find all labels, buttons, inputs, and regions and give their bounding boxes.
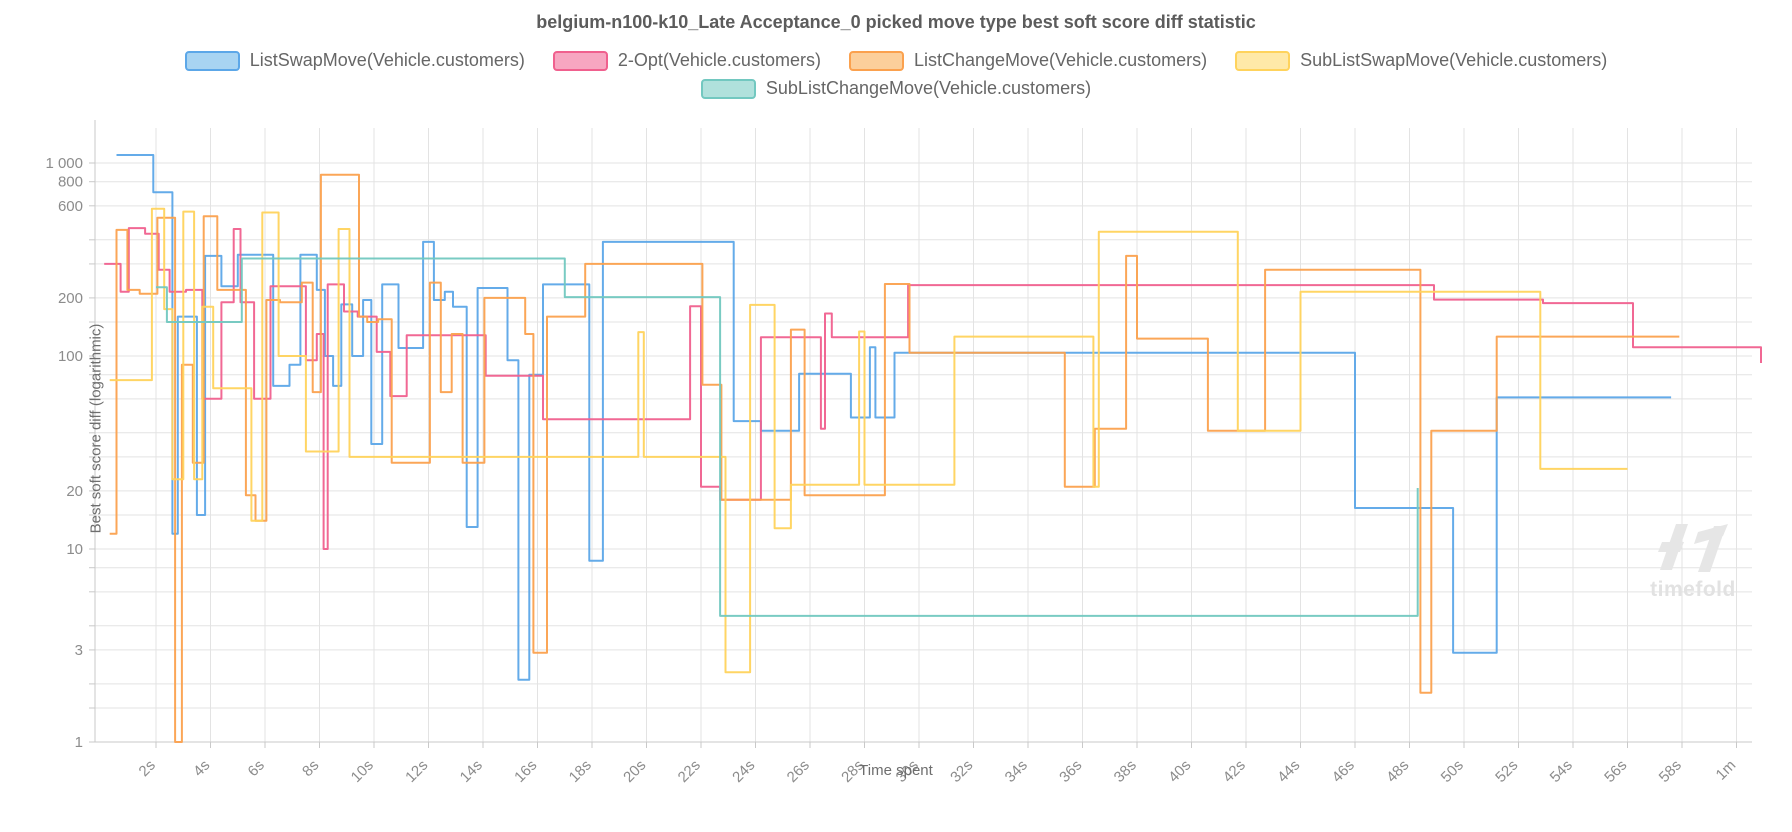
legend-item-listswapmove[interactable]: ListSwapMove(Vehicle.customers)	[184, 50, 525, 71]
y-tick-label: 10	[66, 541, 83, 558]
series-line-sublistchangemove[interactable]	[156, 257, 1419, 617]
series-line-listswapmove[interactable]	[116, 154, 1672, 681]
legend-swatch-icon	[700, 78, 756, 99]
legend-item-label: ListSwapMove(Vehicle.customers)	[249, 50, 525, 70]
legend-item-label: ListChangeMove(Vehicle.customers)	[913, 50, 1208, 70]
series-line-listchangemove[interactable]	[109, 173, 1680, 743]
y-tick-label: 100	[58, 348, 83, 365]
y-tick-label: 600	[58, 198, 83, 215]
legend-swatch-icon	[184, 50, 240, 71]
y-tick-label: 200	[58, 290, 83, 307]
legend-item-sublistchangemove[interactable]: SubListChangeMove(Vehicle.customers)	[700, 78, 1092, 99]
y-axis-title: Best soft score diff (logarithmic)	[87, 323, 105, 534]
y-tick-label: 1 000	[45, 155, 83, 172]
legend-item-label: SubListChangeMove(Vehicle.customers)	[765, 78, 1092, 98]
legend-swatch-icon	[1235, 50, 1291, 71]
legend: ListSwapMove(Vehicle.customers) 2-Opt(Veh…	[0, 50, 1792, 99]
legend-swatch-icon	[552, 50, 608, 71]
chart-title: belgium-n100-k10_Late Acceptance_0 picke…	[536, 12, 1256, 32]
legend-item-2-opt[interactable]: 2-Opt(Vehicle.customers)	[552, 50, 821, 71]
legend-item-listchangemove[interactable]: ListChangeMove(Vehicle.customers)	[848, 50, 1208, 71]
y-tick-label: 3	[75, 642, 83, 659]
legend-row-2: SubListChangeMove(Vehicle.customers)	[700, 78, 1092, 99]
legend-row-1: ListSwapMove(Vehicle.customers) 2-Opt(Veh…	[184, 50, 1607, 71]
legend-swatch-icon	[848, 50, 904, 71]
series-line-2-opt[interactable]	[104, 227, 1762, 550]
x-axis-title: Time spent	[859, 762, 933, 779]
legend-item-label: SubListSwapMove(Vehicle.customers)	[1300, 50, 1608, 70]
legend-item-label: 2-Opt(Vehicle.customers)	[617, 50, 821, 70]
legend-item-sublistswapmove[interactable]: SubListSwapMove(Vehicle.customers)	[1235, 50, 1607, 71]
y-tick-label: 1	[75, 734, 83, 751]
y-tick-label: 800	[58, 174, 83, 191]
series-line-sublistswapmove[interactable]	[109, 207, 1628, 674]
y-tick-label: 20	[66, 483, 83, 500]
